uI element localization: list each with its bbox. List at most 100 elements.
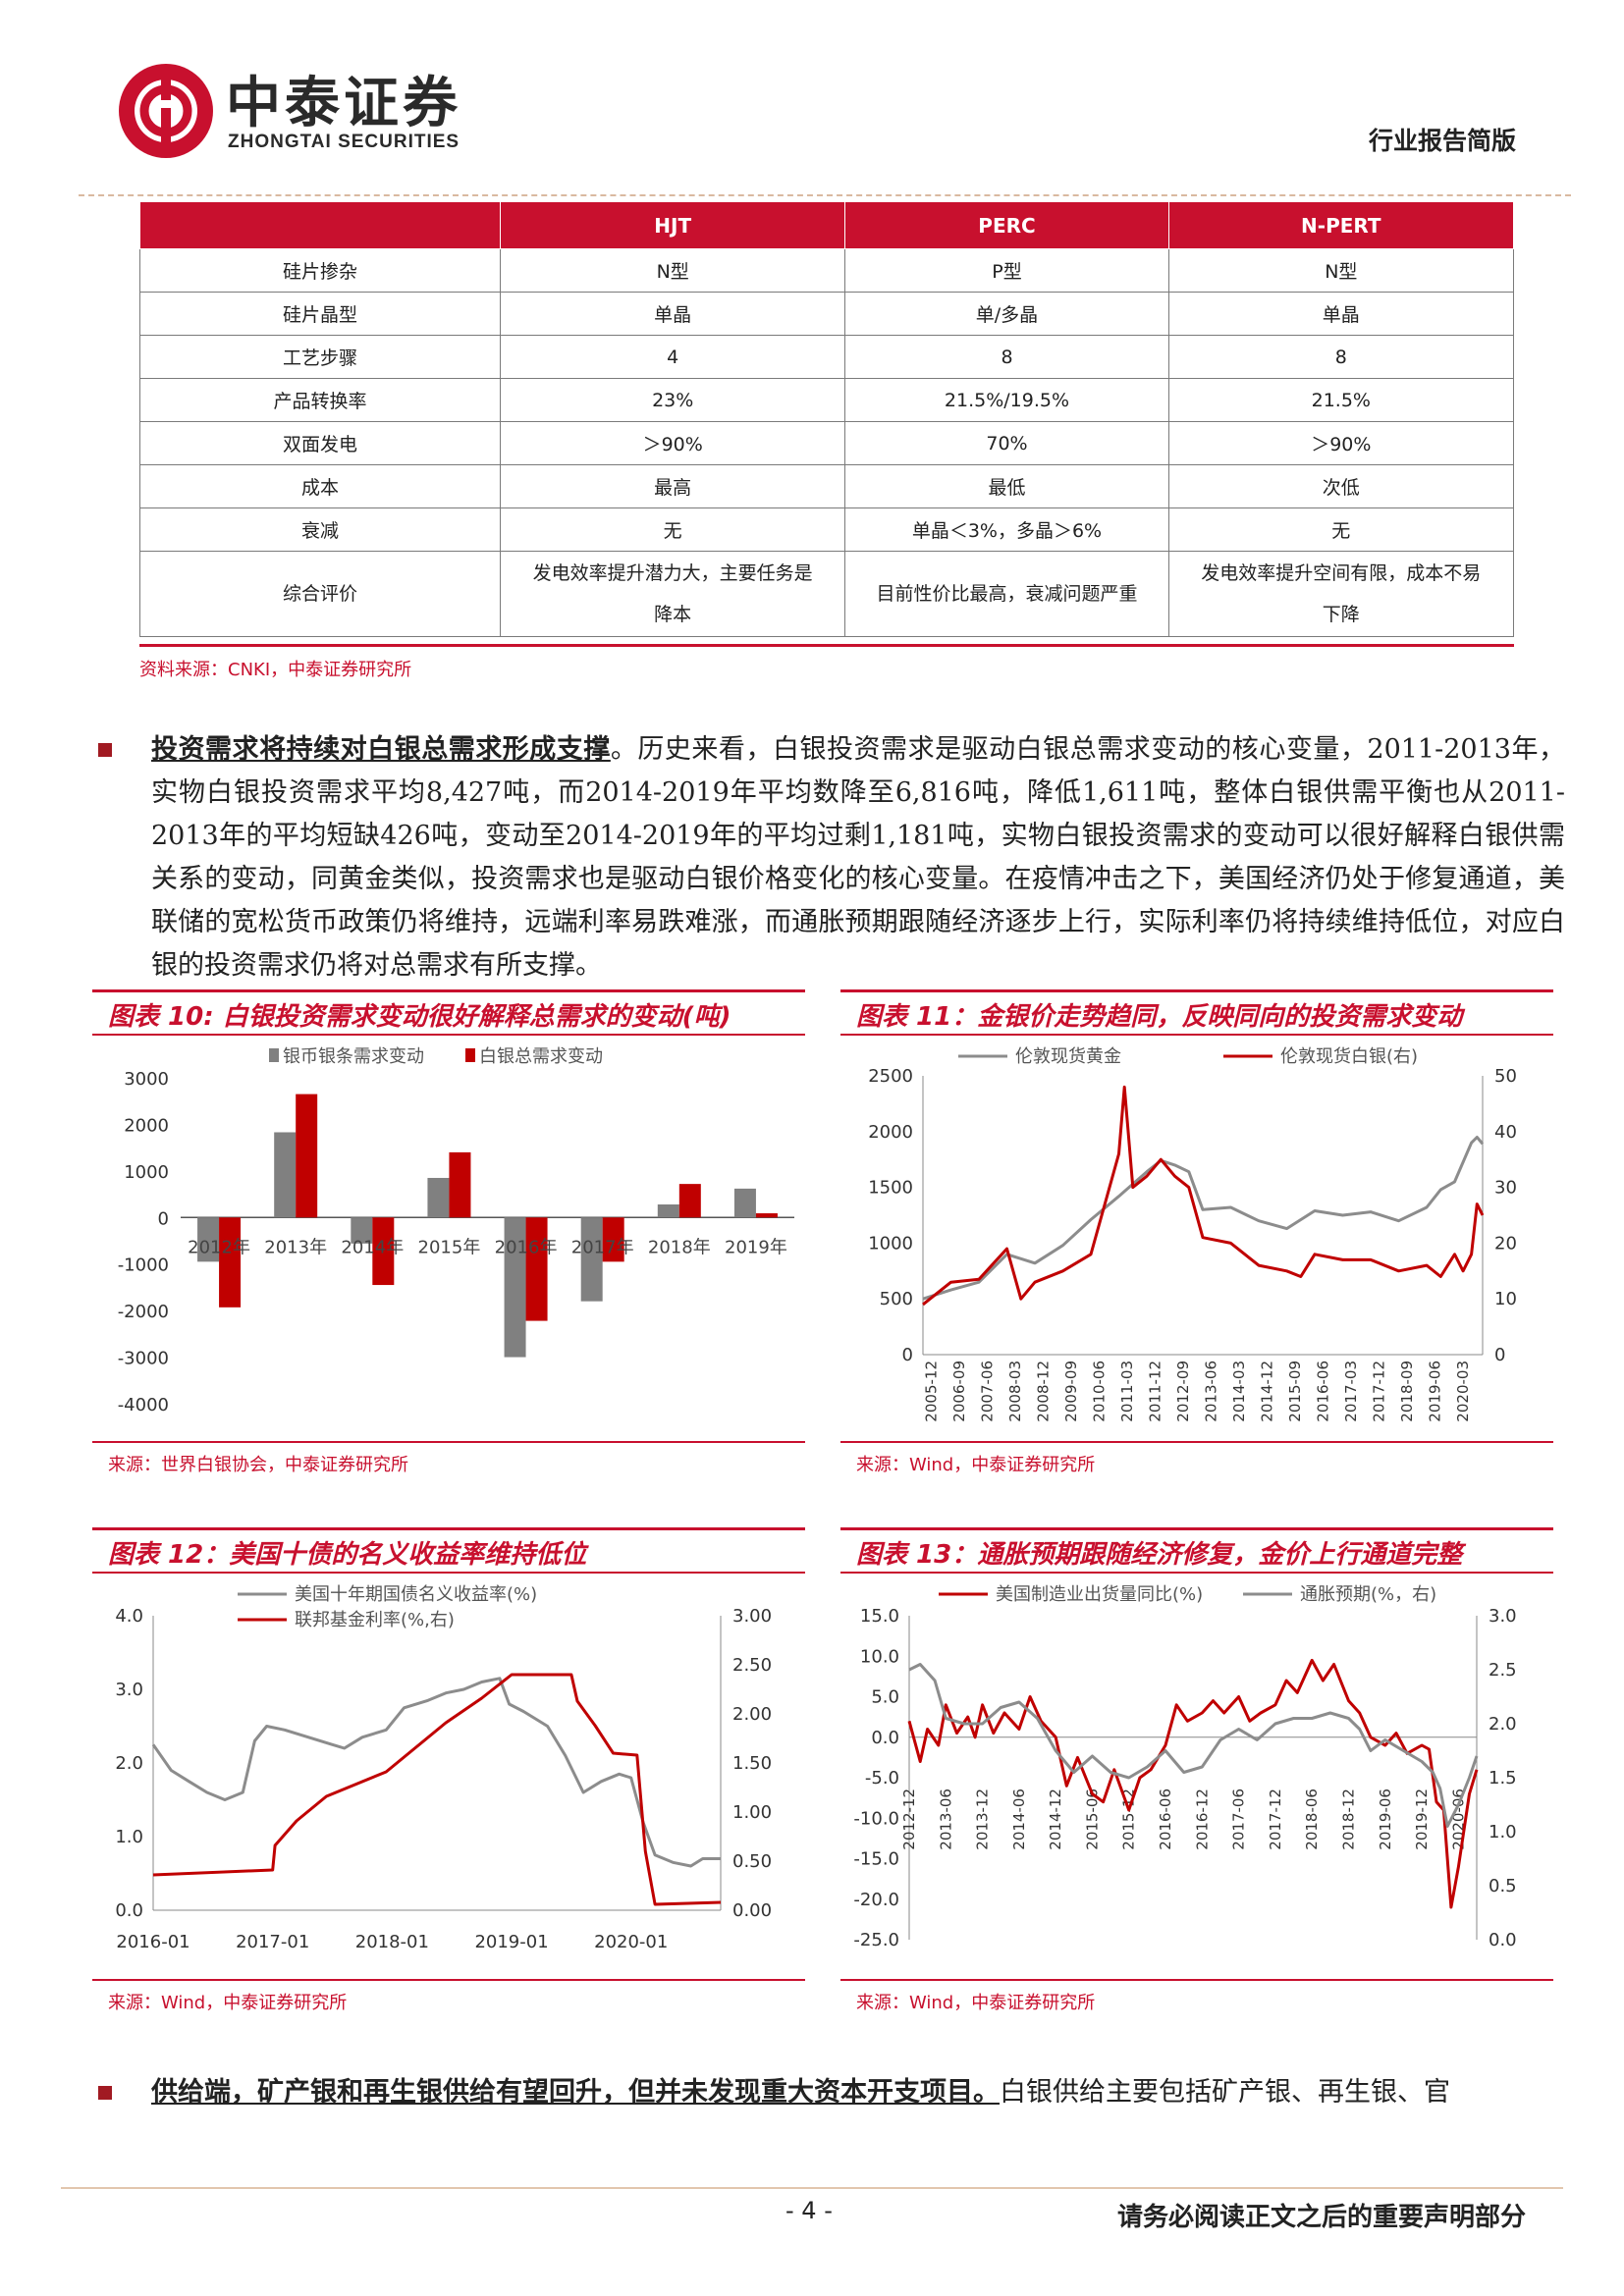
x-tick-label: 2016年 <box>495 1237 558 1257</box>
figure-rule <box>840 989 1553 992</box>
y-tick-label: 2000 <box>124 1115 169 1136</box>
x-tick-label: 2017-03 <box>1342 1361 1360 1422</box>
x-tick-label: 2008-03 <box>1006 1361 1024 1422</box>
y-tick-label: 3000 <box>124 1069 169 1090</box>
bar <box>372 1217 395 1286</box>
x-tick-label: 2019-06 <box>1377 1789 1394 1850</box>
x-tick-label: 2014-06 <box>1010 1789 1028 1850</box>
series-line <box>152 1673 722 1906</box>
table-cell: 单晶 <box>499 292 846 336</box>
legend-label: 伦敦现货黄金 <box>1015 1046 1121 1067</box>
y-tick-label: -4000 <box>118 1395 169 1415</box>
table-header-cell <box>139 201 501 249</box>
table-cell: 21.5%/19.5% <box>844 378 1169 422</box>
bar <box>449 1151 471 1218</box>
series-line <box>922 1085 1485 1307</box>
disclaimer-note: 请务必阅读正文之后的重要声明部分 <box>1116 2203 1526 2232</box>
paragraph-investment-demand: 投资需求将持续对白银总需求形成支撑。历史来看，白银投资需求是驱动白银总需求变动的… <box>151 728 1565 988</box>
table-source-note: 资料来源：CNKI，中泰证券研究所 <box>139 660 412 680</box>
table-row: 产品转换率 23% 21.5%/19.5% 21.5% <box>139 378 1515 422</box>
comparison-table: HJT PERC N-PERT 硅片掺杂 N型 P型 N型 硅片晶型 单晶 单/… <box>139 201 1515 637</box>
x-tick-label: 2014-03 <box>1230 1361 1248 1422</box>
table-cell: 单晶 <box>1167 292 1515 336</box>
y-tick-label: 0.0 <box>871 1728 899 1748</box>
x-tick-label: 2018-12 <box>1339 1789 1357 1850</box>
series-line <box>151 1677 721 1868</box>
x-tick-label: 2013年 <box>264 1237 327 1257</box>
fig10-bar-chart: 3000 2000 1000 0 -1000 -2000 -3000 -4000 2012年 20… <box>118 1046 794 1415</box>
figure-source: 来源：Wind，中泰证券研究所 <box>108 1993 348 2013</box>
y-tick-label: 10 <box>1494 1289 1517 1309</box>
company-logo <box>116 61 509 169</box>
y-tick-label: -3000 <box>118 1349 169 1369</box>
y-tick-label: -25.0 <box>853 1930 899 1950</box>
figure-rule <box>840 1527 1553 1530</box>
table-cell: 发电效率提升潜力大，主要任务是 降本 <box>499 551 846 637</box>
table-header-cell: N-PERT <box>1167 201 1515 249</box>
paragraph-supply: 供给端，矿产银和再生银供给有望回升，但并未发现重大资本开支项目。白银供给主要包括… <box>151 2071 1565 2114</box>
y-tick-label: 0.5 <box>1489 1876 1517 1896</box>
table-cell: 次低 <box>1167 464 1515 508</box>
y-tick-label: 1.00 <box>732 1802 772 1823</box>
y-tick-label: 30 <box>1494 1178 1517 1199</box>
figure-title: 图表 12：美国十债的名义收益率维持低位 <box>108 1540 587 1570</box>
bar <box>427 1177 450 1218</box>
figure-rule <box>92 1979 805 1981</box>
table-header-cell: PERC <box>844 201 1169 249</box>
figure-rule <box>840 1034 1553 1036</box>
y-tick-label: 0 <box>1494 1345 1505 1365</box>
y-tick-label: 500 <box>880 1289 913 1309</box>
x-tick-label: 2005-12 <box>923 1361 941 1422</box>
series-line <box>922 1136 1485 1301</box>
x-tick-label: 2010-06 <box>1091 1361 1109 1422</box>
x-tick-label: 2018-06 <box>1303 1789 1321 1850</box>
x-tick-label: 2018-09 <box>1398 1361 1416 1422</box>
x-tick-label: 2012年 <box>188 1237 250 1257</box>
x-tick-label: 2015-12 <box>1120 1789 1138 1850</box>
table-cell: N型 <box>1167 248 1515 293</box>
x-tick-label: 2017-12 <box>1371 1361 1388 1422</box>
x-tick-label: 2012-09 <box>1174 1361 1192 1422</box>
row-label: 硅片掺杂 <box>139 248 501 293</box>
y-tick-label: 2000 <box>868 1122 913 1143</box>
row-label: 双面发电 <box>139 421 501 465</box>
table-header-row: HJT PERC N-PERT <box>139 201 1515 249</box>
bullet-square-icon <box>98 743 112 757</box>
table-header-cell: HJT <box>499 201 846 249</box>
y-tick-label: 1.5 <box>1489 1768 1517 1789</box>
y-tick-label: 2500 <box>868 1066 913 1087</box>
x-tick-label: 2016-12 <box>1193 1789 1211 1850</box>
x-tick-label: 2018-01 <box>355 1932 429 1952</box>
y-tick-label: 1500 <box>868 1178 913 1199</box>
figure-source: 来源：Wind，中泰证券研究所 <box>856 1993 1096 2013</box>
paragraph-body: 白银供给主要包括矿产银、再生银、官 <box>1000 2077 1450 2108</box>
x-tick-label: 2012-12 <box>900 1789 918 1850</box>
legend-label: 美国十年期国债名义收益率(%) <box>295 1584 537 1605</box>
series-line <box>908 1663 1479 1828</box>
legend-label: 通胀预期(%，右) <box>1300 1584 1436 1605</box>
cell-line: 发电效率提升潜力大，主要任务是 <box>532 562 813 584</box>
x-tick-label: 2008-12 <box>1035 1361 1053 1422</box>
x-tick-label: 2014-12 <box>1047 1789 1064 1850</box>
bar <box>274 1132 297 1218</box>
page-number: - 4 - <box>785 2197 833 2224</box>
x-tick-label: 2007-06 <box>979 1361 997 1422</box>
table-cell: 目前性价比最高，衰减问题严重 <box>844 551 1169 637</box>
x-tick-label: 2020-01 <box>594 1932 668 1952</box>
table-cell: 单晶＜3%，多晶＞6% <box>844 507 1169 552</box>
table-row: 双面发电 ＞90% 70% ＞90% <box>139 421 1515 465</box>
table-cell: 发电效率提升空间有限，成本不易 下降 <box>1167 551 1515 637</box>
y-tick-label: 3.0 <box>1489 1606 1517 1627</box>
y-tick-label: 5.0 <box>871 1687 899 1708</box>
bar <box>525 1217 548 1321</box>
x-tick-label: 2018年 <box>648 1237 711 1257</box>
x-tick-label: 2017年 <box>571 1237 634 1257</box>
header-divider <box>79 194 1571 196</box>
bar <box>580 1217 603 1302</box>
x-tick-label: 2017-12 <box>1267 1789 1284 1850</box>
y-tick-label: 1.0 <box>1489 1822 1517 1842</box>
fig12-line-chart: 4.0 3.0 2.0 1.0 0.0 3.00 2.50 2.00 1.50 1.00 0.50 0… <box>115 1584 772 1952</box>
table-cell: 23% <box>499 378 846 422</box>
company-name-en: ZHONGTAI SECURITIES <box>228 132 460 152</box>
x-tick-label: 2011-03 <box>1118 1361 1136 1422</box>
